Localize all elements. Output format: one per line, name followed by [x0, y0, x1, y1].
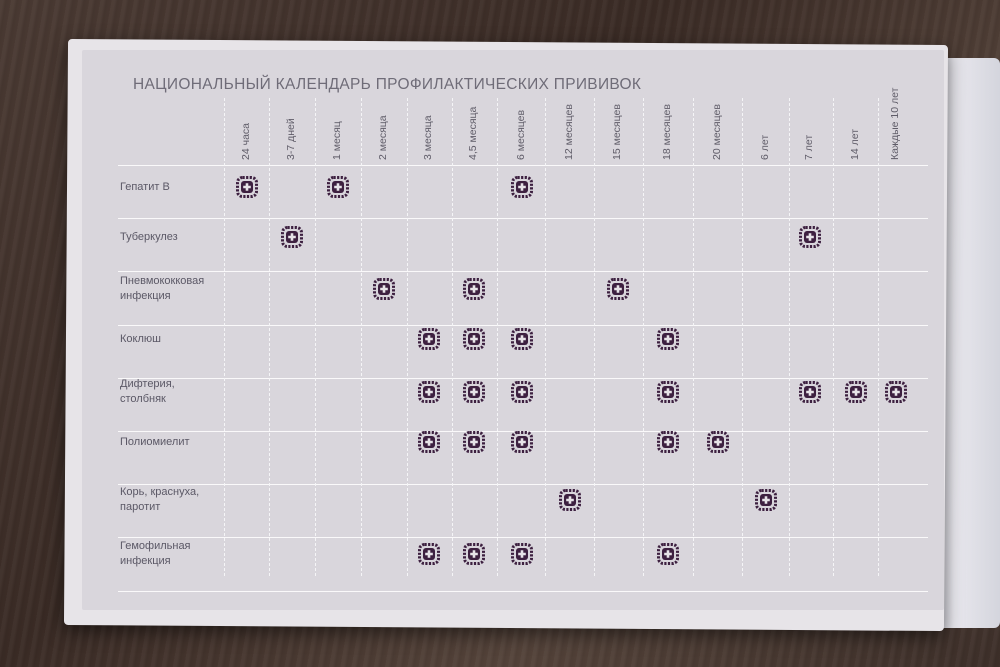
row-label-line: Гемофильная [120, 540, 191, 552]
row-divider [118, 218, 928, 219]
column-header: 6 лет [759, 134, 771, 160]
column-divider [315, 98, 316, 576]
row-label: Полиомиелит [120, 435, 190, 450]
column-divider [693, 98, 694, 576]
row-label: Пневмококковая инфекция [120, 274, 204, 304]
vaccination-mark-icon [885, 381, 907, 403]
vaccination-mark-icon [463, 543, 485, 565]
vaccination-mark-icon [755, 489, 777, 511]
vaccination-mark-icon [418, 431, 440, 453]
vaccination-mark-icon [327, 176, 349, 198]
column-divider [878, 98, 879, 576]
vaccination-mark-icon [511, 543, 533, 565]
column-header: 12 месяцев [563, 104, 575, 160]
row-label-line: паротит [120, 501, 161, 513]
vaccination-mark-icon [281, 226, 303, 248]
row-label-line: Коклюш [120, 332, 161, 345]
column-header: 14 лет [849, 128, 861, 160]
vaccination-mark-icon [463, 328, 485, 350]
vaccination-mark-icon [657, 543, 679, 565]
row-divider [118, 591, 928, 592]
column-header: Каждые 10 лет [889, 87, 901, 160]
vaccination-mark-icon [511, 431, 533, 453]
row-label-line: Туберкулез [120, 230, 178, 243]
row-label-line: Корь, краснуха, [120, 486, 200, 498]
row-label-line: Дифтерия, [120, 378, 175, 390]
column-divider [742, 98, 743, 576]
row-divider [118, 378, 928, 379]
column-divider [224, 98, 225, 576]
vaccination-mark-icon [511, 176, 533, 198]
vaccination-mark-icon [463, 278, 485, 300]
row-label: Гепатит В [120, 180, 170, 195]
vaccination-mark-icon [657, 381, 679, 403]
column-header: 15 месяцев [611, 104, 623, 160]
row-divider [118, 165, 928, 166]
column-header: 6 месяцев [515, 109, 527, 160]
vaccination-mark-icon [511, 381, 533, 403]
row-label: Дифтерия, столбняк [120, 377, 175, 407]
column-header: 18 месяцев [661, 104, 673, 160]
vaccination-mark-icon [657, 328, 679, 350]
column-header: 3 месяца [422, 115, 434, 160]
row-label-line: инфекция [120, 555, 171, 567]
row-label-line: Полиомиелит [120, 435, 190, 448]
column-divider [594, 98, 595, 576]
row-label-line: Гепатит В [120, 180, 170, 193]
column-divider [545, 98, 546, 576]
vaccination-mark-icon [707, 431, 729, 453]
column-header: 3-7 дней [285, 118, 297, 160]
row-label: Гемофильная инфекция [120, 539, 191, 569]
column-divider [789, 98, 790, 576]
vaccination-mark-icon [418, 543, 440, 565]
vaccination-mark-icon [511, 328, 533, 350]
column-divider [833, 98, 834, 576]
row-label: Коклюш [120, 332, 161, 347]
vaccination-mark-icon [559, 489, 581, 511]
row-divider [118, 484, 928, 485]
column-header: 4,5 месяца [467, 106, 479, 160]
column-divider [497, 98, 498, 576]
vaccination-mark-icon [607, 278, 629, 300]
vaccination-mark-icon [845, 381, 867, 403]
vaccination-mark-icon [799, 226, 821, 248]
row-label-line: столбняк [120, 393, 166, 405]
column-header: 7 лет [803, 134, 815, 160]
column-header: 24 часа [240, 123, 252, 160]
vaccination-mark-icon [463, 431, 485, 453]
row-label: Корь, краснуха, паротит [120, 485, 199, 515]
column-divider [269, 98, 270, 576]
column-header: 2 месяца [377, 115, 389, 160]
row-divider [118, 537, 928, 538]
column-header: 20 месяцев [711, 104, 723, 160]
row-label: Туберкулез [120, 230, 178, 245]
row-label-line: Пневмококковая [120, 275, 205, 287]
vaccination-mark-icon [373, 278, 395, 300]
calendar-title: НАЦИОНАЛЬНЫЙ КАЛЕНДАРЬ ПРОФИЛАКТИЧЕСКИХ … [133, 76, 642, 93]
vaccination-mark-icon [799, 381, 821, 403]
row-divider [118, 271, 928, 272]
vaccination-mark-icon [657, 431, 679, 453]
column-divider [643, 98, 644, 576]
vaccination-mark-icon [418, 381, 440, 403]
vaccination-mark-icon [463, 381, 485, 403]
column-divider [407, 98, 408, 576]
vaccination-mark-icon [236, 176, 258, 198]
vaccination-mark-icon [418, 328, 440, 350]
column-divider [361, 98, 362, 576]
row-label-line: инфекция [120, 290, 171, 302]
column-header: 1 месяц [331, 121, 343, 160]
column-divider [452, 98, 453, 576]
row-divider [118, 325, 928, 326]
